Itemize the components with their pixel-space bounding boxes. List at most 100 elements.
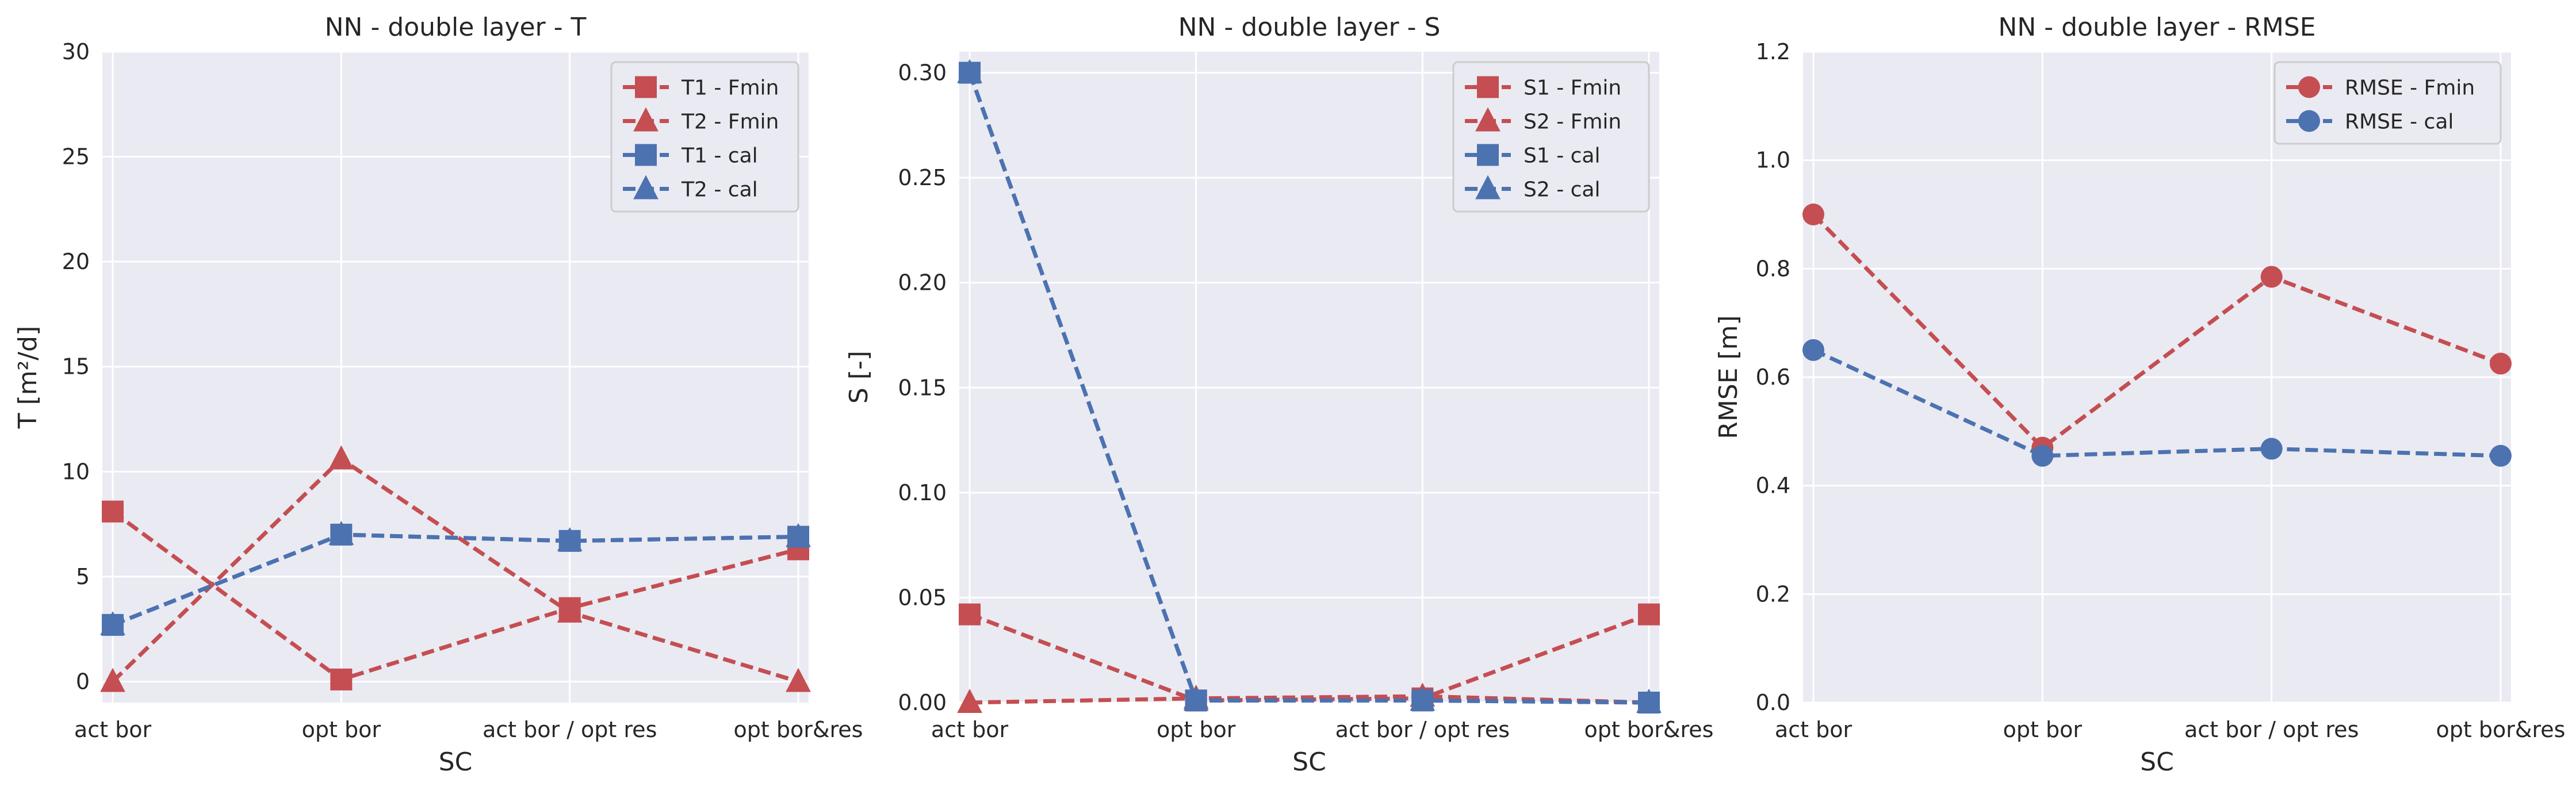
x-tick-label: act bor bbox=[931, 717, 1009, 742]
legend: RMSE - Fmin RMSE - cal bbox=[2273, 61, 2502, 145]
y-tick-label: 0.30 bbox=[898, 60, 947, 86]
legend-label: T1 - cal bbox=[681, 144, 758, 168]
series-line bbox=[1812, 348, 2501, 458]
data-point bbox=[100, 611, 125, 635]
data-point bbox=[102, 500, 124, 523]
data-point bbox=[328, 520, 354, 545]
y-tick-label: 30 bbox=[62, 39, 90, 64]
y-tick-label: 0.15 bbox=[898, 375, 947, 400]
chart-title: NN - double layer - RMSE bbox=[1998, 13, 2315, 42]
data-point bbox=[2260, 438, 2283, 460]
data-point bbox=[2260, 266, 2283, 288]
data-point bbox=[2490, 352, 2512, 375]
y-tick-label: 0.00 bbox=[898, 690, 947, 715]
x-tick-label: opt bor&res bbox=[1584, 717, 1714, 742]
data-point bbox=[786, 668, 811, 692]
series-line bbox=[969, 694, 1649, 705]
legend-marker bbox=[633, 175, 659, 200]
series-rmse-cal bbox=[1802, 339, 2512, 467]
data-point bbox=[1802, 204, 1824, 225]
data-point bbox=[957, 689, 982, 713]
legend: T1 - Fmin T2 - Fmin T1 - cal T2 - cal bbox=[610, 61, 799, 213]
y-axis-label: T [m²/d] bbox=[13, 326, 43, 429]
legend-label: T2 - Fmin bbox=[681, 110, 779, 134]
data-point bbox=[1638, 603, 1660, 626]
x-tick-label: act bor / opt res bbox=[483, 717, 657, 742]
legend-label: T2 - cal bbox=[681, 178, 758, 202]
data-point bbox=[100, 668, 125, 692]
series-rmse-fmin bbox=[1802, 204, 2512, 459]
series-line bbox=[112, 532, 799, 627]
data-point bbox=[1636, 689, 1662, 713]
legend-box bbox=[1452, 61, 1650, 213]
x-tick-label: act bor bbox=[1775, 717, 1852, 742]
legend-marker bbox=[1475, 107, 1501, 132]
data-point bbox=[1410, 686, 1436, 711]
chart-panel-2: 0.00 0.05 0.10 0.15 0.20 0.25 0.30 act bor opt b… bbox=[844, 13, 1713, 777]
legend-label: S2 - cal bbox=[1524, 178, 1601, 202]
y-tick-label: 0 bbox=[76, 669, 90, 694]
x-tick-label: opt bor bbox=[2003, 717, 2083, 742]
legend-marker bbox=[1477, 144, 1499, 166]
chart-title: NN - double layer - T bbox=[325, 13, 587, 42]
legend-label: RMSE - Fmin bbox=[2345, 76, 2475, 100]
data-point bbox=[2490, 444, 2512, 467]
series-t2-fmin bbox=[100, 445, 811, 692]
y-tick-label: 10 bbox=[62, 459, 90, 484]
legend-marker bbox=[633, 107, 659, 132]
chart-panel-1: 0 5 10 15 20 25 30 act bor opt bor act bor / opt … bbox=[13, 13, 863, 777]
data-point bbox=[557, 599, 583, 623]
legend-label: RMSE - cal bbox=[2345, 110, 2453, 134]
y-axis-label: S [-] bbox=[844, 351, 874, 404]
data-point bbox=[786, 523, 811, 547]
series-line bbox=[967, 72, 1649, 705]
legend-label: S1 - Fmin bbox=[1524, 76, 1621, 100]
series-t2-cal bbox=[100, 520, 811, 635]
legend-marker bbox=[635, 144, 657, 166]
data-point bbox=[1183, 686, 1209, 711]
legend-box bbox=[610, 61, 799, 213]
x-tick-label: opt bor&res bbox=[2436, 717, 2566, 742]
x-tick-label: act bor / opt res bbox=[1335, 717, 1510, 742]
legend-marker bbox=[2298, 76, 2320, 98]
legend-marker bbox=[635, 76, 657, 98]
y-tick-label: 0.25 bbox=[898, 165, 947, 190]
x-axis-label: SC bbox=[439, 747, 473, 777]
y-tick-label: 0.4 bbox=[1756, 473, 1790, 498]
y-tick-label: 0.0 bbox=[1756, 690, 1790, 715]
legend-box bbox=[2273, 61, 2502, 145]
legend: S1 - Fmin S2 - Fmin S1 - cal S2 - cal bbox=[1452, 61, 1650, 213]
x-tick-label: act bor / opt res bbox=[2184, 717, 2359, 742]
y-tick-label: 0.2 bbox=[1756, 581, 1790, 607]
y-tick-label: 1.0 bbox=[1756, 148, 1790, 173]
x-tick-label: opt bor&res bbox=[734, 717, 863, 742]
legend-label: S2 - Fmin bbox=[1524, 110, 1621, 134]
series-line bbox=[1812, 213, 2502, 451]
y-tick-label: 25 bbox=[62, 144, 90, 170]
data-point bbox=[557, 527, 583, 551]
chart-panel-3: 0.0 0.2 0.4 0.6 0.8 1.0 1.2 act bor opt bor act b… bbox=[1714, 13, 2565, 777]
data-point bbox=[328, 445, 354, 470]
legend-label: T1 - Fmin bbox=[681, 76, 779, 100]
data-point bbox=[959, 603, 981, 626]
y-tick-label: 0.10 bbox=[898, 480, 947, 505]
series-s2-cal bbox=[957, 59, 1662, 713]
legend-marker bbox=[1477, 76, 1499, 98]
legend-label: S1 - cal bbox=[1524, 144, 1601, 168]
x-axis-label: SC bbox=[2140, 747, 2174, 777]
y-tick-label: 0.20 bbox=[898, 270, 947, 296]
x-tick-label: opt bor bbox=[302, 717, 381, 742]
data-point bbox=[1802, 339, 1824, 361]
y-tick-label: 0.6 bbox=[1756, 365, 1790, 390]
y-tick-label: 5 bbox=[76, 564, 90, 589]
x-axis-label: SC bbox=[1292, 747, 1326, 777]
y-tick-label: 15 bbox=[62, 354, 90, 379]
data-point bbox=[2031, 444, 2054, 467]
x-tick-label: opt bor bbox=[1157, 717, 1236, 742]
legend-marker bbox=[1475, 175, 1501, 200]
y-axis-label: RMSE [m] bbox=[1714, 315, 1743, 439]
x-tick-label: act bor bbox=[74, 717, 152, 742]
y-tick-label: 20 bbox=[62, 249, 90, 274]
y-tick-label: 1.2 bbox=[1756, 39, 1790, 64]
